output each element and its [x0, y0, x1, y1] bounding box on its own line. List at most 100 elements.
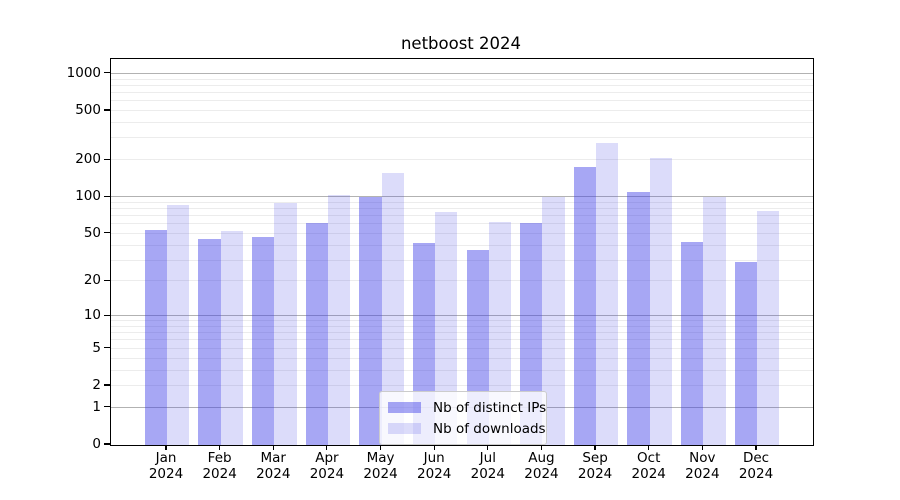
y-tick-200	[104, 158, 110, 160]
x-tick-may	[379, 445, 382, 450]
bar-nov-downloads	[703, 197, 726, 445]
gridline-minor-300	[111, 137, 813, 139]
x-tick-jun	[433, 445, 435, 450]
x-tick-month: Sep	[582, 450, 608, 466]
gridline-minor-400	[111, 122, 813, 124]
bar-apr-distinct-ips	[305, 223, 328, 445]
gridline-minor-200	[111, 159, 813, 161]
x-tick-year: 2024	[148, 465, 184, 482]
bar-oct-distinct-ips	[627, 192, 650, 445]
y-tick-5	[104, 347, 110, 349]
x-tick-year: 2024	[202, 465, 237, 482]
x-tick-year: 2024	[416, 465, 452, 482]
bar-oct-downloads	[649, 157, 673, 445]
gridline-major-1000	[111, 72, 813, 74]
x-tick-year: 2024	[256, 465, 291, 482]
y-tick-label-200: 200	[75, 151, 101, 168]
x-tick-year: 2024	[631, 465, 666, 482]
bar-jul-downloads	[488, 222, 512, 445]
x-tick-label-apr: Apr 2024	[295, 450, 359, 482]
y-tick-500	[104, 109, 110, 111]
bar-feb-distinct-ips	[198, 239, 221, 445]
y-tick-label-500: 500	[75, 102, 101, 119]
y-tick-10	[104, 314, 110, 316]
y-tick-label-0: 0	[92, 436, 101, 452]
x-tick-apr	[326, 445, 328, 450]
x-tick-year: 2024	[470, 465, 505, 482]
bar-may-distinct-ips	[359, 197, 382, 445]
x-tick-oct	[648, 445, 650, 450]
gridline-minor-40	[111, 244, 813, 246]
bar-nov-distinct-ips	[681, 241, 704, 445]
x-tick-label-jul: Jul 2024	[456, 450, 520, 482]
x-tick-month: Apr	[315, 450, 339, 466]
x-tick-year: 2024	[363, 465, 398, 482]
x-tick-label-mar: Mar 2024	[241, 450, 305, 482]
bar-jan-downloads	[167, 204, 190, 445]
legend-label-downloads: Nb of downloads	[433, 420, 546, 437]
x-tick-month: Oct	[637, 450, 661, 466]
bar-sep-distinct-ips	[573, 166, 597, 445]
x-tick-month: Jun	[423, 450, 445, 466]
x-tick-aug	[540, 445, 543, 450]
x-tick-nov	[701, 445, 703, 450]
x-tick-month: Jul	[479, 450, 496, 466]
x-tick-label-jan: Jan 2024	[134, 450, 198, 482]
gridline-minor-9	[111, 320, 813, 322]
y-tick-label-1: 1	[92, 398, 101, 415]
x-tick-label-aug: Aug 2024	[509, 450, 573, 482]
gridline-minor-500	[111, 110, 813, 112]
x-tick-sep	[594, 445, 596, 450]
gridline-minor-4	[111, 357, 813, 359]
bar-may-downloads	[381, 172, 404, 445]
x-tick-month: May	[366, 450, 395, 466]
bar-feb-downloads	[220, 230, 243, 445]
gridline-minor-600	[111, 100, 813, 102]
gridline-minor-800	[111, 84, 813, 86]
y-tick-label-2: 2	[92, 376, 101, 393]
x-tick-month: Nov	[689, 450, 716, 466]
x-tick-jul	[487, 445, 489, 450]
y-tick-1	[104, 406, 110, 408]
gridline-minor-700	[111, 92, 813, 94]
x-tick-month: Dec	[742, 450, 770, 466]
legend: Nb of distinct IPs Nb of downloads	[379, 391, 547, 445]
x-tick-month: Feb	[207, 450, 232, 466]
gridline-minor-7	[111, 332, 813, 334]
x-tick-label-nov: Nov 2024	[670, 450, 734, 482]
legend-row-distinct-ips: Nb of distinct IPs	[388, 397, 546, 418]
legend-row-downloads: Nb of downloads	[388, 418, 546, 439]
x-tick-label-oct: Oct 2024	[617, 450, 681, 482]
gridline-minor-90	[111, 201, 813, 203]
x-tick-year: 2024	[577, 465, 613, 482]
y-tick-label-50: 50	[83, 224, 101, 241]
gridline-major-100	[111, 196, 813, 198]
gridline-major-10	[111, 315, 813, 317]
legend-label-distinct-ips: Nb of distinct IPs	[433, 399, 547, 416]
x-tick-year: 2024	[524, 465, 559, 482]
y-tick-label-5: 5	[92, 339, 101, 356]
gridline-minor-6	[111, 339, 813, 341]
plot-area	[110, 58, 814, 446]
gridline-minor-8	[111, 325, 813, 327]
gridline-minor-80	[111, 207, 813, 209]
x-tick-year: 2024	[738, 465, 774, 482]
y-tick-1000	[104, 72, 110, 74]
y-tick-label-10: 10	[83, 307, 101, 324]
x-tick-year: 2024	[685, 465, 720, 482]
x-tick-year: 2024	[309, 465, 345, 482]
chart-title: netboost 2024	[400, 34, 522, 53]
y-tick-0	[104, 443, 110, 445]
legend-swatch-distinct-ips	[388, 402, 421, 413]
bar-jun-downloads	[435, 211, 458, 445]
y-tick-label-100: 100	[75, 188, 101, 205]
bar-mar-downloads	[274, 202, 297, 445]
x-tick-feb	[219, 445, 221, 450]
x-tick-jan	[165, 445, 167, 450]
bar-mar-distinct-ips	[251, 237, 275, 445]
x-tick-label-jun: Jun 2024	[402, 450, 466, 482]
y-tick-20	[104, 279, 110, 282]
y-tick-2	[104, 384, 110, 386]
y-tick-50	[104, 232, 110, 234]
